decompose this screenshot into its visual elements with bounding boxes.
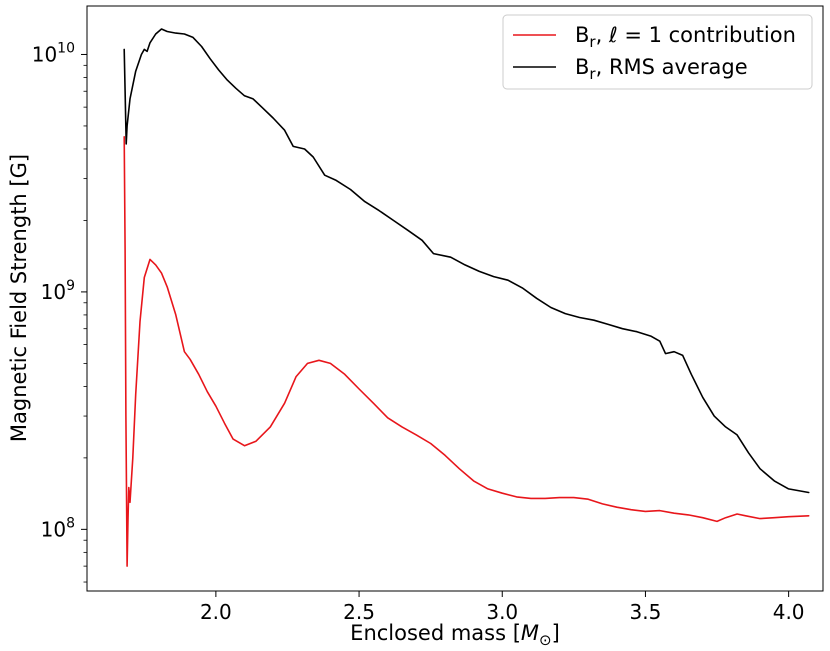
legend-box bbox=[502, 14, 813, 90]
legend-rms-rest: RMS average bbox=[609, 55, 748, 79]
legend-label-l1: Br, ℓ = 1 contribution bbox=[575, 23, 796, 51]
legend-l1-sub: r bbox=[589, 33, 596, 51]
legend-rms-main: B bbox=[575, 55, 589, 79]
series-line-1 bbox=[123, 28, 810, 494]
series-layer bbox=[123, 28, 810, 567]
y-tick-label: 108 bbox=[41, 515, 75, 541]
legend-label-rms: Br, RMS average bbox=[575, 55, 748, 83]
x-tick-label: 3.5 bbox=[630, 600, 662, 624]
x-axis-label-symbol: M bbox=[521, 621, 539, 645]
x-tick-label: 4.0 bbox=[773, 600, 805, 624]
x-axis-label-close: ] bbox=[552, 621, 560, 645]
series-line-0 bbox=[123, 136, 810, 567]
legend-rms-sub: r bbox=[589, 65, 596, 83]
y-tick-label: 109 bbox=[41, 278, 75, 304]
x-tick-label: 3.0 bbox=[486, 600, 518, 624]
y-axis-label: Magnetic Field Strength [G] bbox=[7, 154, 31, 442]
legend-l1-rest: = 1 contribution bbox=[618, 23, 796, 47]
plot-frame bbox=[86, 5, 824, 592]
y-tick-label: 1010 bbox=[32, 40, 75, 66]
x-tick-label: 2.5 bbox=[343, 600, 375, 624]
x-axis-label-subscript: ⊙ bbox=[539, 631, 552, 649]
x-axis-label-text: Enclosed mass [ bbox=[350, 621, 521, 645]
legend-rms-mid: , bbox=[596, 55, 609, 79]
legend-l1-mid: , bbox=[596, 23, 609, 47]
legend: Br, ℓ = 1 contribution Br, RMS average bbox=[502, 14, 813, 90]
legend-l1-main: B bbox=[575, 23, 589, 47]
y-axis: 108 109 1010 bbox=[32, 40, 87, 583]
x-axis-label: Enclosed mass [M⊙] bbox=[350, 621, 560, 649]
x-tick-label: 2.0 bbox=[200, 600, 232, 624]
x-axis: 2.0 2.5 3.0 3.5 4.0 bbox=[200, 591, 805, 624]
legend-l1-ell: ℓ bbox=[608, 23, 618, 47]
